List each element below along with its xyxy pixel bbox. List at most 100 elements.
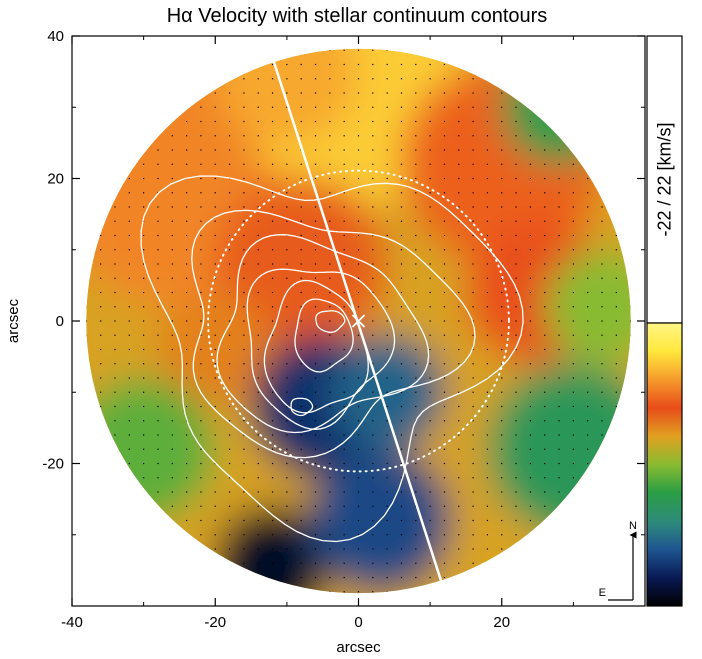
spaxel-dot (271, 348, 274, 351)
spaxel-dot (214, 348, 216, 351)
spaxel-dot (171, 78, 173, 80)
spaxel-dot (143, 106, 145, 108)
spaxel-dot (515, 477, 517, 479)
spaxel-dot (400, 377, 403, 379)
spaxel-dot (228, 234, 231, 237)
spaxel-dot (157, 92, 159, 94)
spaxel-dot (558, 562, 560, 564)
spaxel-dot (587, 348, 589, 351)
spaxel-dot (157, 78, 159, 80)
spaxel-dot (343, 263, 345, 265)
spaxel-dot (630, 348, 631, 351)
spaxel-dot (271, 177, 274, 180)
spaxel-dot (443, 363, 446, 365)
spaxel-dot (572, 420, 574, 422)
spaxel-dot (529, 548, 531, 550)
spaxel-dot (157, 448, 159, 450)
spaxel-dot (587, 405, 589, 408)
spaxel-dot (157, 391, 159, 393)
spaxel-dot (386, 519, 388, 522)
spaxel-dot (86, 534, 87, 536)
spaxel-dot (157, 534, 159, 536)
spaxel-dot (515, 405, 517, 408)
spaxel-dot (415, 462, 417, 465)
spaxel-dot (544, 391, 546, 393)
spaxel-dot (472, 334, 474, 336)
spaxel-dot (114, 220, 116, 222)
spaxel-dot (186, 562, 188, 564)
spaxel-dot (386, 348, 388, 351)
spaxel-dot (257, 320, 259, 322)
spaxel-dot (472, 576, 474, 579)
spaxel-dot (343, 591, 345, 593)
spaxel-dot (615, 348, 617, 351)
spaxel-dot (572, 320, 574, 322)
spaxel-dot (515, 49, 517, 51)
spaxel-dot (200, 163, 202, 165)
spaxel-dot (329, 477, 331, 479)
spaxel-dot (415, 206, 417, 208)
spaxel-dot (501, 391, 503, 393)
spaxel-dot (486, 177, 489, 180)
spaxel-dot (143, 206, 145, 208)
spaxel-dot (458, 220, 460, 222)
spaxel-dot (472, 562, 474, 564)
spaxel-dot (458, 135, 460, 137)
spaxel-dot (114, 149, 116, 151)
spaxel-dot (214, 562, 216, 564)
spaxel-dot (286, 220, 288, 222)
spaxel-dot (486, 78, 489, 80)
spaxel-dot (243, 420, 245, 422)
spaxel-dot (615, 334, 617, 336)
spaxel-dot (501, 234, 503, 237)
spaxel-dot (400, 177, 403, 180)
spaxel-dot (171, 177, 173, 180)
spaxel-dot (601, 206, 603, 208)
spaxel-dot (329, 220, 331, 222)
spaxel-dot (286, 391, 288, 393)
colorbar-gradient (646, 322, 683, 607)
spaxel-dot (386, 149, 388, 151)
spaxel-dot (572, 405, 574, 408)
spaxel-dot (572, 92, 574, 94)
spaxel-dot (329, 377, 331, 379)
spaxel-dot (157, 63, 159, 66)
spaxel-dot (214, 434, 216, 436)
spaxel-dot (386, 106, 388, 108)
spaxel-dot (486, 234, 489, 237)
spaxel-dot (86, 206, 87, 208)
spaxel-dot (529, 78, 531, 80)
spaxel-dot (472, 448, 474, 450)
spaxel-dot (314, 391, 317, 393)
spaxel-dot (128, 462, 130, 465)
spaxel-dot (630, 163, 631, 165)
spaxel-dot (100, 49, 102, 51)
spaxel-dot (587, 106, 589, 108)
spaxel-dot (243, 106, 245, 108)
spaxel-dot (143, 591, 145, 593)
spaxel-dot (228, 576, 231, 579)
spaxel-dot (343, 192, 345, 194)
spaxel-dot (143, 234, 145, 237)
spaxel-dot (86, 234, 87, 237)
spaxel-dot (615, 576, 617, 579)
spaxel-dot (601, 49, 603, 51)
spaxel-dot (200, 334, 202, 336)
spaxel-dot (143, 92, 145, 94)
spaxel-dot (214, 220, 216, 222)
spaxel-dot (601, 177, 603, 180)
spaxel-dot (372, 591, 374, 593)
spaxel-dot (228, 206, 231, 208)
spaxel-dot (214, 405, 216, 408)
spaxel-dot (86, 135, 87, 137)
spaxel-dot (486, 562, 489, 564)
spaxel-dot (128, 149, 130, 151)
spaxel-dot (529, 49, 531, 51)
spaxel-dot (486, 249, 489, 251)
spaxel-dot (329, 491, 331, 493)
spaxel-dot (601, 149, 603, 151)
spaxel-dot (143, 78, 145, 80)
spaxel-dot (143, 163, 145, 165)
spaxel-dot (529, 306, 531, 308)
spaxel-dot (458, 320, 460, 322)
